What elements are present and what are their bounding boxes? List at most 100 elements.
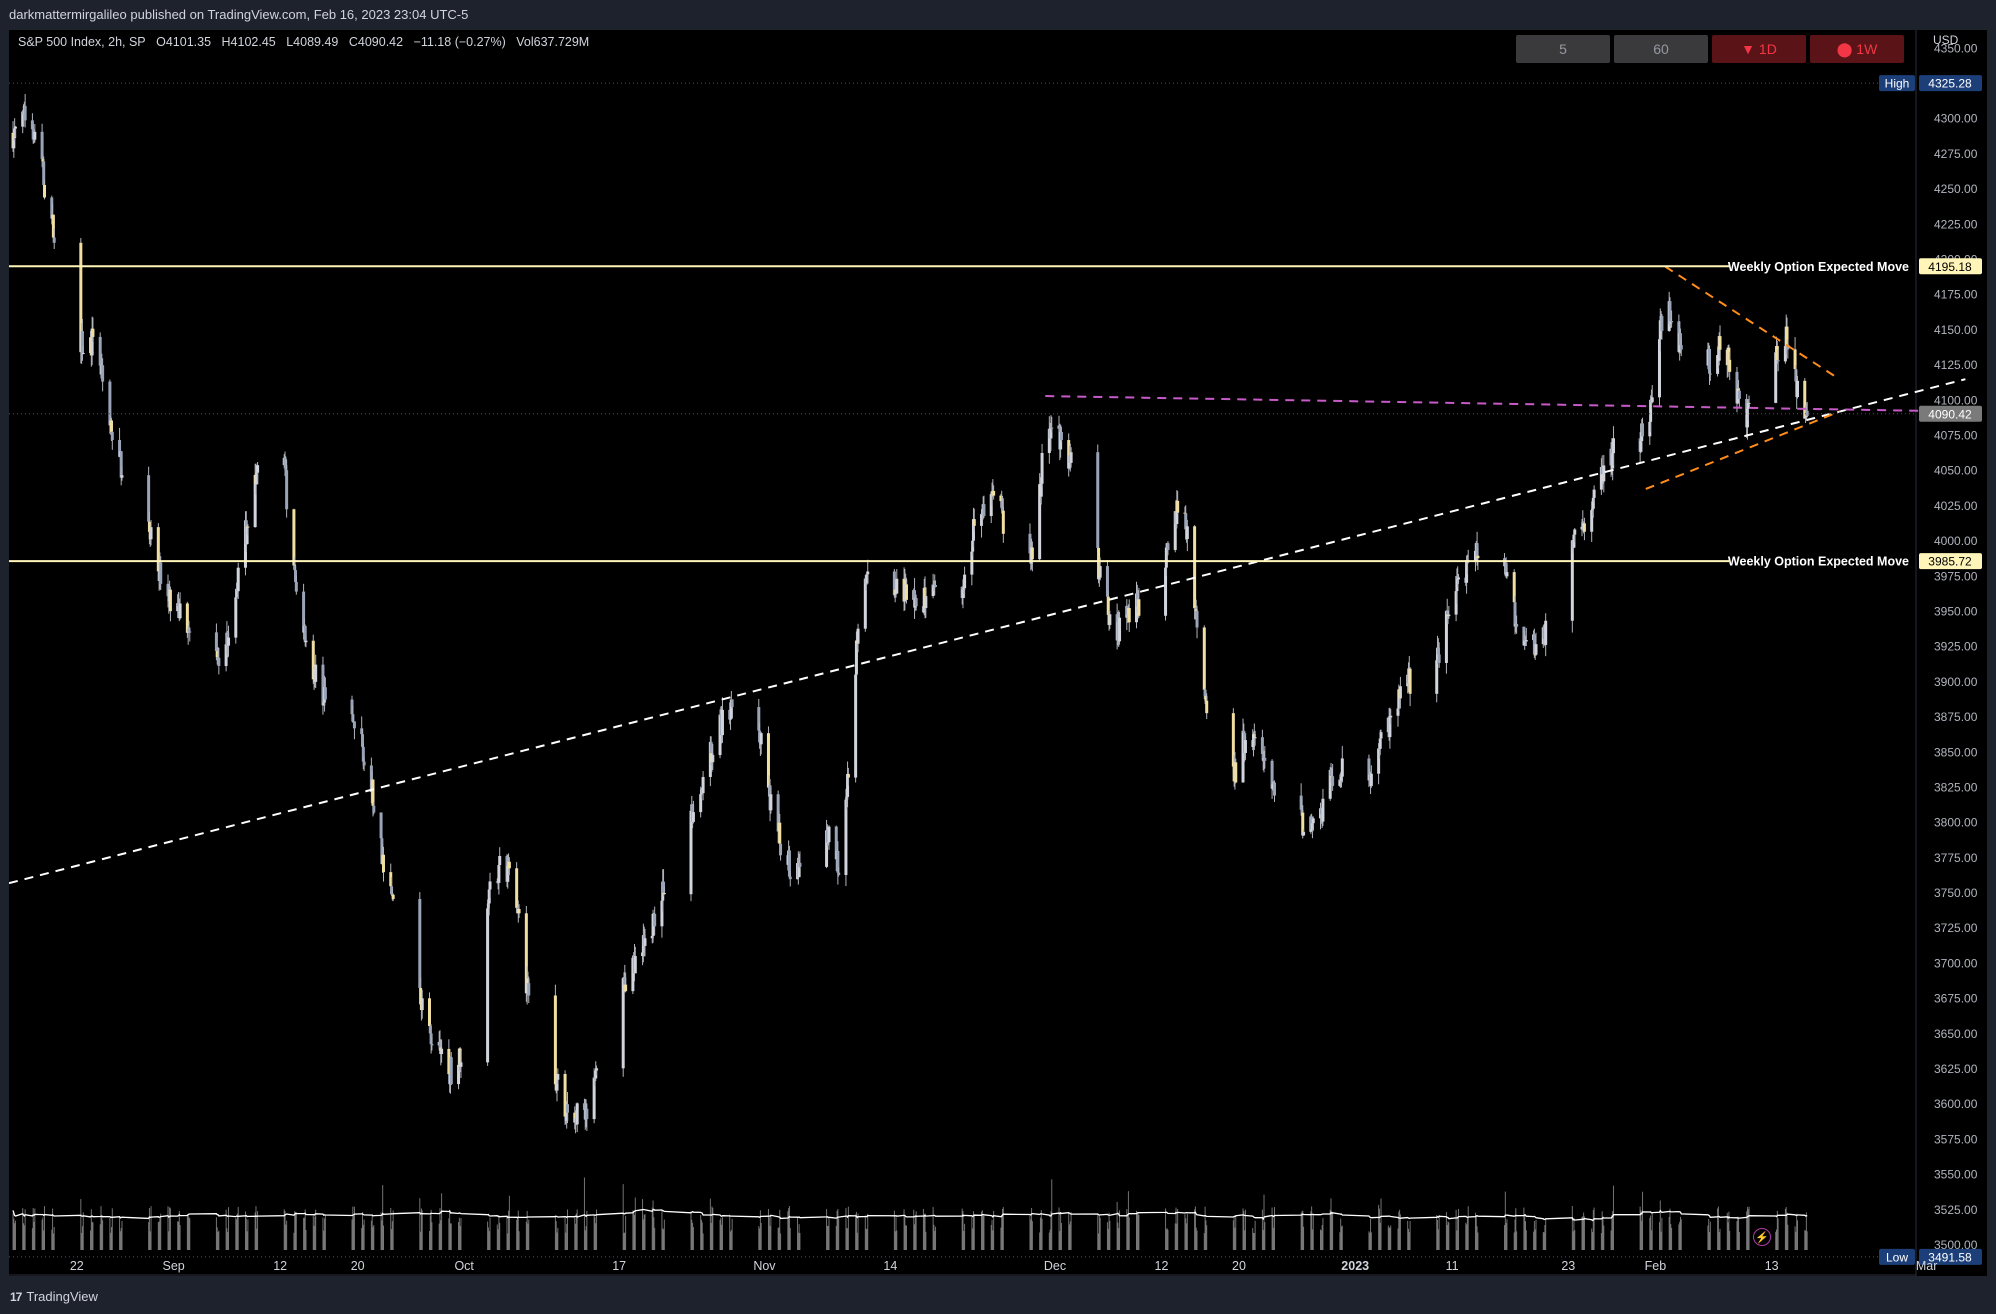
candle-body bbox=[1396, 708, 1400, 716]
candle-body bbox=[1611, 438, 1615, 454]
candle-body bbox=[903, 579, 907, 602]
candle-body bbox=[1242, 730, 1246, 734]
candle-body bbox=[1512, 572, 1516, 603]
timeframe-1w-button[interactable]: ⬤ 1W bbox=[1810, 35, 1904, 63]
candle-body bbox=[1193, 526, 1197, 609]
candle-body bbox=[709, 741, 713, 754]
candle-body bbox=[1067, 440, 1071, 469]
candle-body bbox=[214, 632, 218, 651]
candle-body bbox=[1669, 321, 1673, 324]
candle-body bbox=[699, 794, 703, 813]
low-tag bbox=[1879, 1248, 1915, 1265]
timeframe-5-button[interactable]: 5 bbox=[1516, 35, 1610, 63]
price-tick-label: 3950.00 bbox=[1934, 604, 1978, 618]
candle-body bbox=[662, 881, 666, 894]
candle-body bbox=[914, 597, 918, 607]
candle-body bbox=[788, 876, 792, 880]
price-tick-label: 4125.00 bbox=[1934, 358, 1978, 372]
candle-body bbox=[1793, 349, 1797, 370]
candle-body bbox=[1319, 808, 1323, 815]
chart-area[interactable]: Weekly Option Expected Move Weekly Option… bbox=[9, 30, 1987, 1276]
timeframe-60-button[interactable]: 60 bbox=[1614, 35, 1708, 63]
candle-body bbox=[245, 526, 249, 544]
open-value: O4101.35 bbox=[156, 35, 212, 49]
candle-body bbox=[1708, 373, 1712, 375]
candle-body bbox=[147, 475, 151, 522]
candle-body bbox=[517, 908, 521, 914]
candle-body bbox=[1786, 344, 1790, 350]
candle-body bbox=[1001, 506, 1005, 511]
candle-body bbox=[1397, 689, 1401, 709]
tradingview-brand[interactable]: 17 TradingView bbox=[10, 1289, 98, 1304]
candle-body bbox=[827, 826, 831, 843]
candle-body bbox=[963, 574, 967, 589]
candle-body bbox=[1534, 644, 1538, 655]
candle-body bbox=[766, 733, 770, 788]
expected-move-lower-badge bbox=[1919, 553, 1982, 570]
lightning-icon[interactable]: ⚡ bbox=[1753, 1228, 1771, 1246]
candle-body bbox=[224, 644, 228, 666]
price-tick-label: 3925.00 bbox=[1934, 640, 1978, 654]
candle-body bbox=[1329, 769, 1333, 777]
candle-body bbox=[1803, 380, 1807, 419]
time-tick-label: Oct bbox=[454, 1259, 474, 1273]
candle-body bbox=[1794, 369, 1798, 382]
candle-body bbox=[1785, 326, 1789, 345]
candle-body bbox=[729, 699, 733, 719]
candle-body bbox=[243, 520, 247, 568]
price-tick-label: 4000.00 bbox=[1934, 534, 1978, 548]
candle-body bbox=[1650, 397, 1654, 403]
candle-body bbox=[420, 998, 424, 1011]
candle-body bbox=[31, 129, 35, 140]
price-tick-label: 3650.00 bbox=[1934, 1027, 1978, 1041]
candle-body bbox=[1194, 609, 1198, 611]
candle-body bbox=[1118, 617, 1122, 642]
orange-upper-trendline bbox=[1664, 265, 1841, 381]
candle-body bbox=[779, 843, 783, 856]
candle-body bbox=[1300, 809, 1304, 813]
candle-body bbox=[594, 1070, 598, 1079]
price-chart[interactable]: Weekly Option Expected Move Weekly Option… bbox=[9, 30, 1987, 1276]
candle-body bbox=[1718, 336, 1722, 350]
candle-body bbox=[895, 578, 899, 594]
candle-body bbox=[1522, 626, 1526, 646]
candle-body bbox=[1261, 754, 1265, 761]
candle-body bbox=[1570, 540, 1574, 621]
candle-body bbox=[1253, 737, 1257, 739]
candle-body bbox=[459, 1062, 463, 1067]
candle-body bbox=[418, 899, 422, 988]
price-tick-label: 3825.00 bbox=[1934, 780, 1978, 794]
candle-body bbox=[51, 214, 55, 238]
candle-body bbox=[1369, 773, 1373, 786]
candle-body bbox=[1377, 748, 1381, 774]
orange-lower-trendline bbox=[1645, 410, 1840, 490]
candle-body bbox=[1243, 740, 1247, 754]
timeframe-1d-button[interactable]: ▼ 1D bbox=[1712, 35, 1806, 63]
candle-body bbox=[1542, 627, 1546, 639]
candle-body bbox=[555, 1079, 559, 1091]
candle-body bbox=[1523, 640, 1527, 646]
candle-body bbox=[1183, 512, 1187, 514]
candle-body bbox=[302, 591, 306, 633]
candle-body bbox=[43, 184, 47, 198]
candle-body bbox=[487, 889, 491, 904]
candle-body bbox=[662, 893, 666, 895]
candle-body bbox=[1716, 355, 1720, 374]
candle-body bbox=[1582, 523, 1586, 532]
candle-body bbox=[98, 336, 102, 366]
candle-body bbox=[351, 714, 355, 722]
candle-body bbox=[526, 978, 530, 984]
candle-body bbox=[846, 773, 850, 797]
candle-body bbox=[623, 977, 627, 985]
candle-body bbox=[40, 131, 44, 160]
candle-body bbox=[380, 838, 384, 865]
candle-body bbox=[971, 519, 975, 541]
candle-body bbox=[759, 733, 763, 745]
candle-body bbox=[322, 702, 326, 706]
candle-body bbox=[447, 1048, 451, 1075]
candle-body bbox=[294, 570, 298, 582]
candle-body bbox=[515, 868, 519, 908]
candle-body bbox=[292, 509, 296, 566]
candle-body bbox=[33, 131, 37, 140]
candle-body bbox=[419, 987, 423, 1005]
